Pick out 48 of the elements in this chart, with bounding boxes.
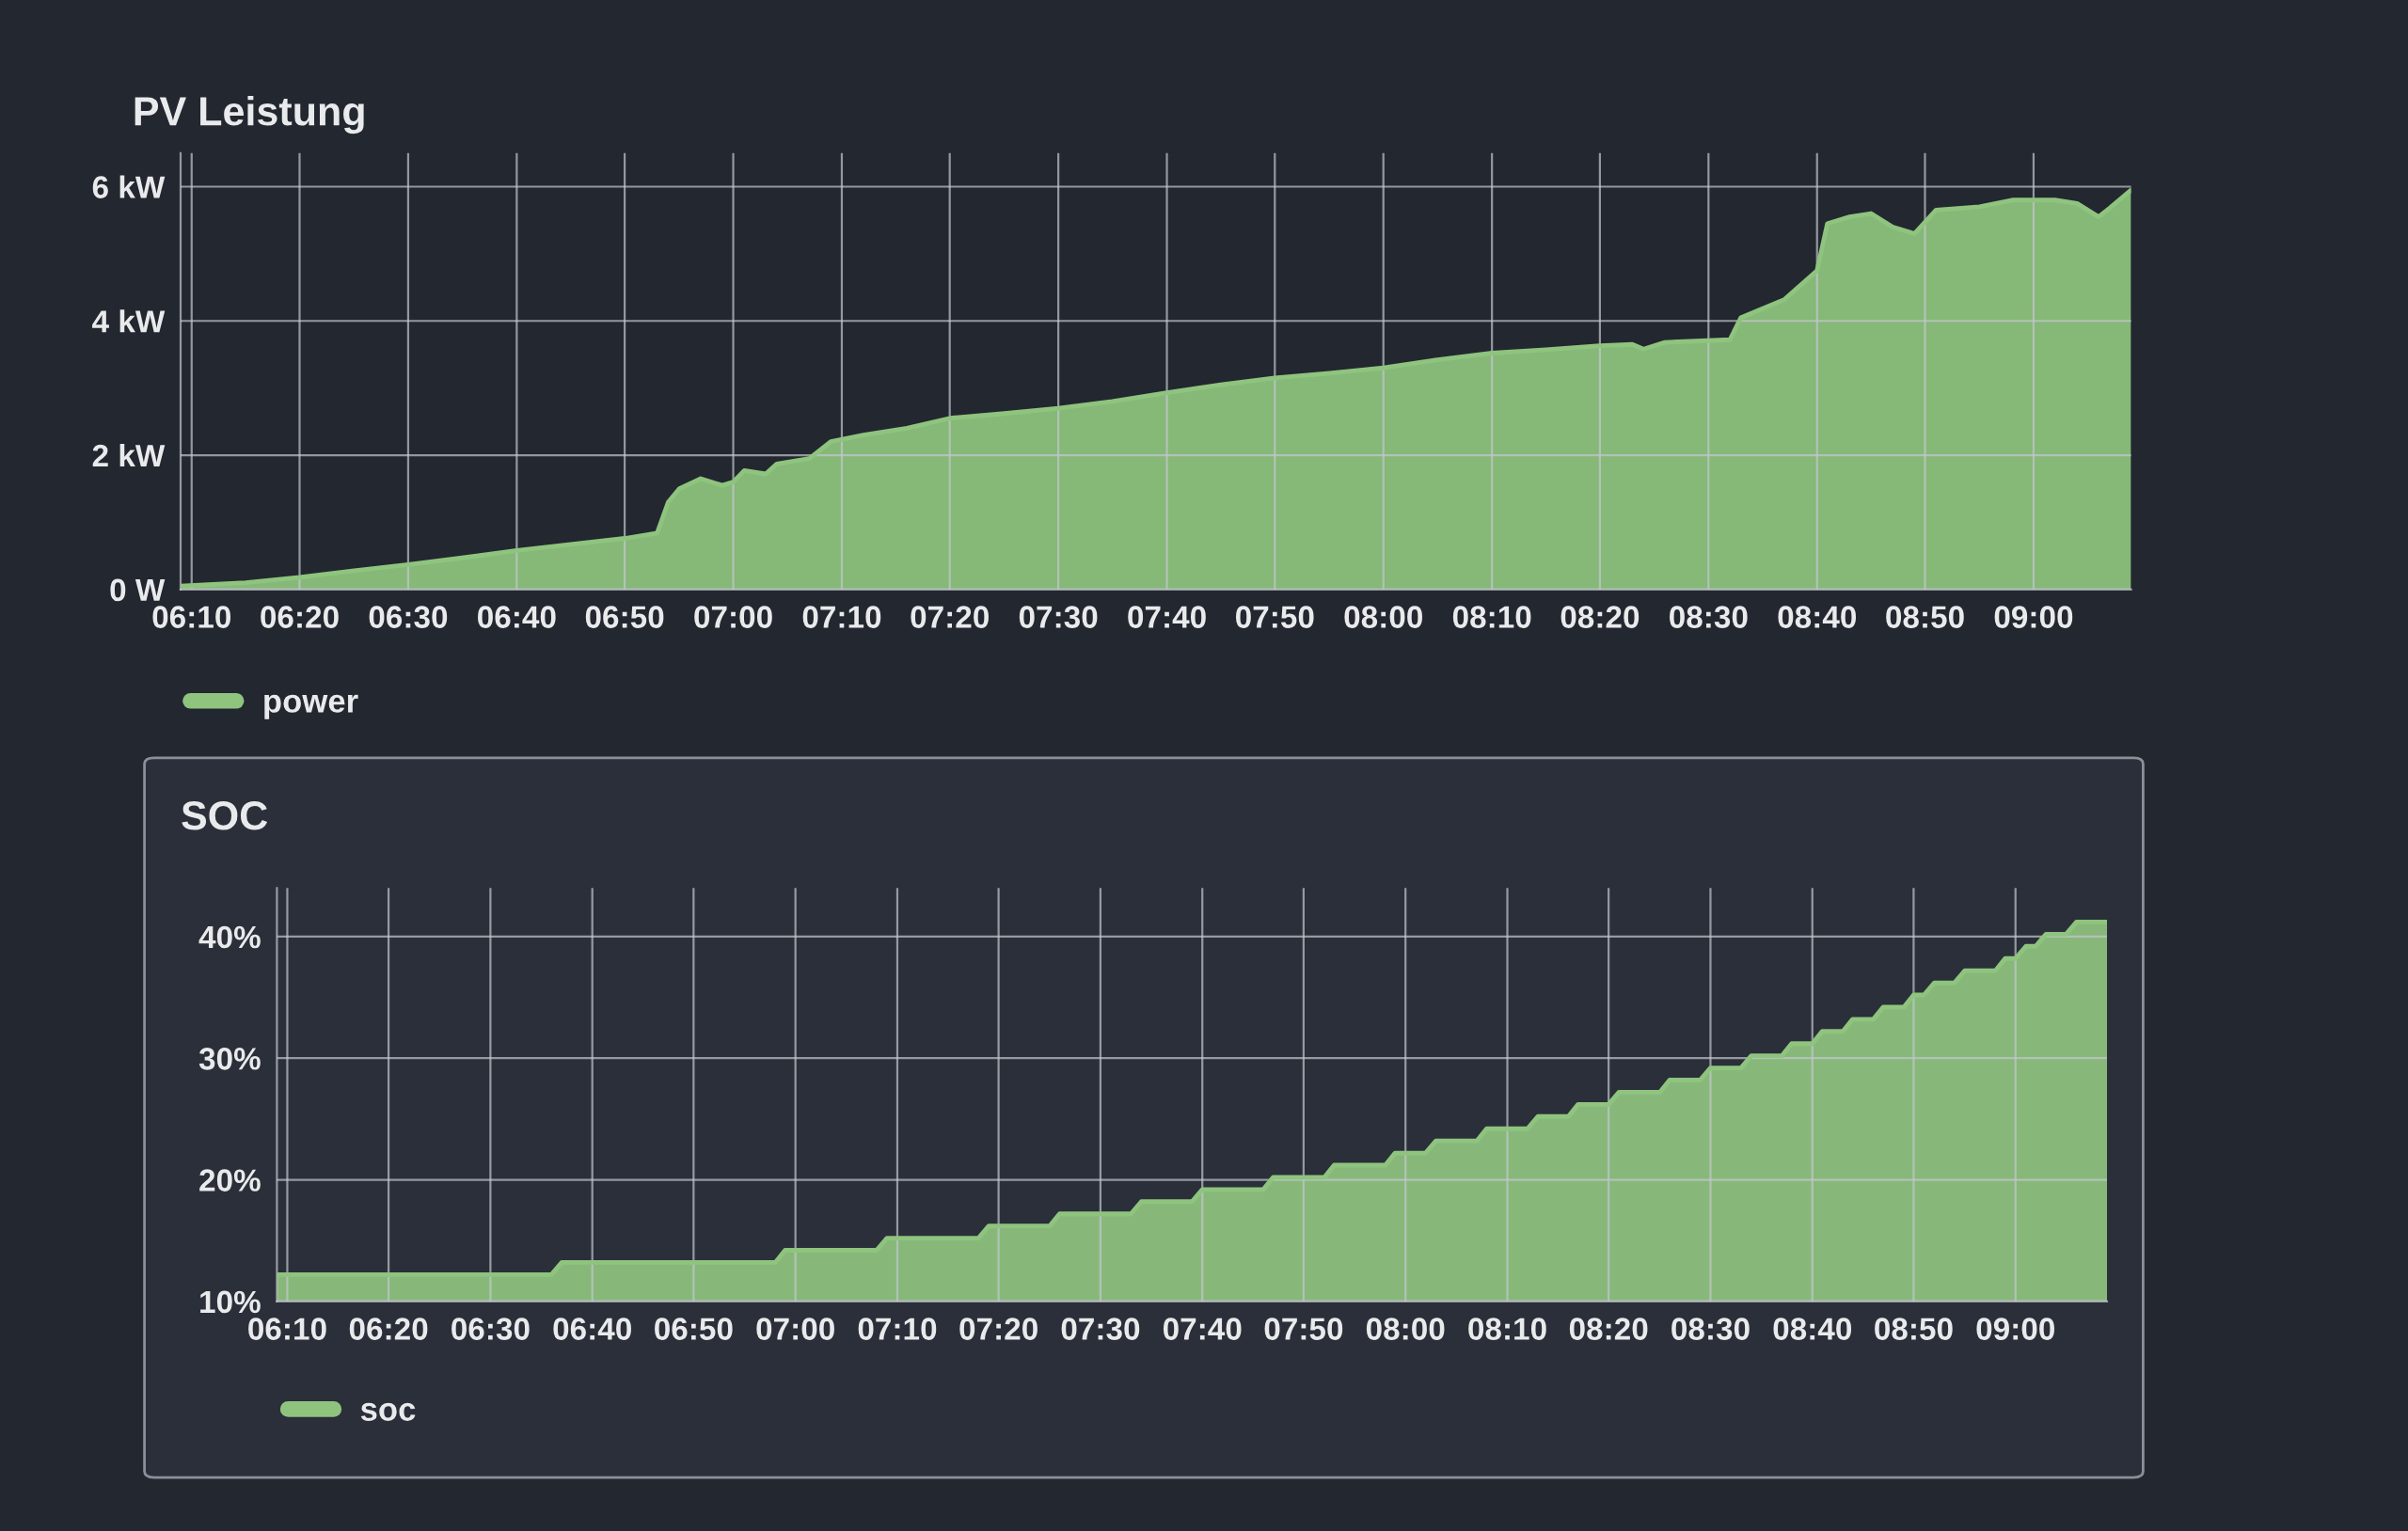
x-tick-label: 09:00 — [1976, 1318, 2054, 1340]
x-tick-label: 08:20 — [1560, 606, 1640, 628]
y-tick-label: 0 W — [110, 578, 166, 602]
x-tick-label: 07:10 — [802, 606, 881, 628]
x-tick-label: 07:30 — [1019, 606, 1098, 628]
x-tick-label: 07:20 — [911, 606, 989, 628]
y-tick-label: 6 kW — [92, 175, 166, 198]
x-tick-label: 07:50 — [1235, 606, 1314, 628]
x-tick-label: 06:40 — [553, 1318, 631, 1340]
x-tick-label: 07:20 — [959, 1318, 1038, 1340]
x-tick-label: 08:00 — [1366, 1318, 1445, 1340]
x-tick-label: 08:30 — [1671, 1318, 1750, 1340]
x-tick-label: 07:00 — [756, 1318, 834, 1340]
x-tick-label: 06:30 — [369, 606, 448, 628]
x-tick-label: 06:40 — [478, 606, 556, 628]
x-tick-label: 06:10 — [248, 1318, 326, 1340]
x-tick-label: 08:50 — [1875, 1318, 1953, 1340]
x-tick-label: 06:50 — [655, 1318, 733, 1340]
x-tick-label: 06:20 — [261, 606, 339, 628]
legend-label: soc — [360, 1402, 416, 1421]
x-tick-label: 08:10 — [1468, 1318, 1546, 1340]
x-tick-label: 08:40 — [1773, 1318, 1852, 1340]
x-tick-label: 08:00 — [1344, 606, 1422, 628]
x-tick-label: 08:30 — [1670, 606, 1748, 628]
y-tick-label: 30% — [198, 1048, 261, 1070]
x-tick-label: 07:40 — [1163, 1318, 1242, 1340]
x-tick-label: 09:00 — [1994, 606, 2073, 628]
x-tick-label: 07:40 — [1128, 606, 1206, 628]
x-tick-label: 07:50 — [1264, 1318, 1343, 1340]
y-tick-label: 20% — [199, 1169, 261, 1192]
y-tick-label: 4 kW — [92, 309, 166, 333]
chart-title: PV Leistung — [135, 95, 364, 134]
y-tick-label: 10% — [200, 1290, 261, 1314]
y-tick-label: 2 kW — [92, 443, 166, 467]
x-tick-label: 08:50 — [1886, 606, 1964, 628]
x-tick-label: 08:40 — [1778, 606, 1857, 628]
chart-title: SOC — [182, 801, 268, 830]
x-tick-label: 08:10 — [1452, 606, 1531, 628]
x-tick-label: 06:30 — [452, 1318, 530, 1340]
legend-label: power — [264, 694, 358, 719]
x-tick-label: 07:10 — [858, 1318, 937, 1340]
x-tick-label: 07:00 — [694, 606, 772, 628]
x-tick-label: 07:30 — [1061, 1318, 1140, 1340]
x-tick-label: 06:10 — [152, 606, 231, 628]
x-tick-label: 06:20 — [349, 1318, 428, 1340]
y-tick-label: 40% — [198, 925, 261, 949]
x-tick-label: 08:20 — [1569, 1318, 1648, 1340]
x-tick-label: 06:50 — [585, 606, 664, 628]
